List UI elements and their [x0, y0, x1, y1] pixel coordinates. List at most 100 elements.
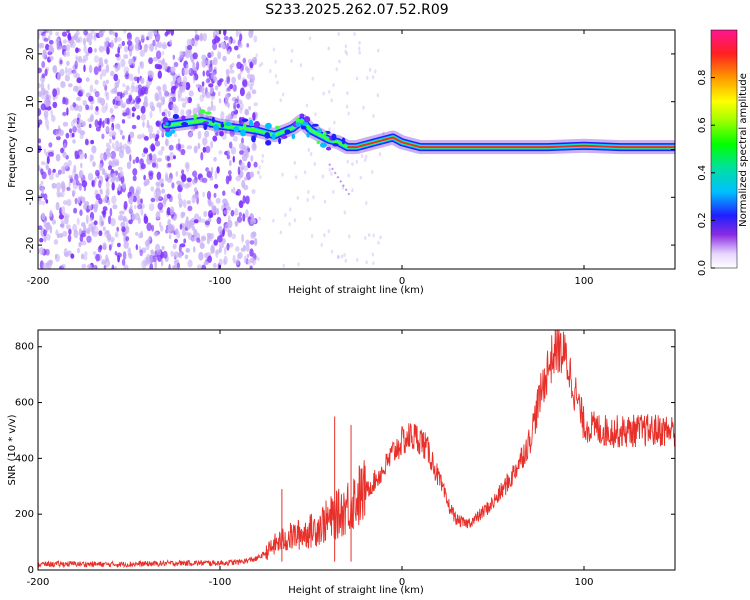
- noise-speckle: [330, 171, 333, 176]
- noise-speckle: [116, 226, 120, 232]
- noise-speckle: [43, 193, 48, 201]
- noise-speckle: [72, 223, 78, 232]
- ridge-blob: [193, 113, 198, 120]
- noise-speckle: [134, 204, 137, 210]
- noise-speckle: [110, 236, 115, 242]
- noise-speckle: [193, 187, 198, 193]
- noise-speckle: [140, 86, 146, 96]
- noise-speckle: [81, 263, 87, 269]
- noise-speckle: [121, 226, 126, 233]
- noise-speckle: [296, 195, 299, 200]
- noise-speckle: [108, 215, 112, 225]
- noise-speckle: [87, 172, 94, 181]
- noise-speckle: [207, 52, 212, 59]
- noise-speckle: [172, 96, 176, 103]
- noise-speckle: [160, 96, 165, 106]
- noise-speckle: [155, 120, 161, 128]
- noise-speckle: [228, 206, 231, 212]
- noise-speckle: [200, 235, 207, 242]
- noise-speckles: [38, 30, 385, 269]
- y-tick-label: 800: [15, 342, 34, 353]
- noise-speckle: [204, 220, 210, 226]
- noise-speckle: [121, 119, 126, 124]
- noise-speckle: [170, 66, 176, 73]
- ridge-core: [347, 136, 675, 149]
- noise-speckle: [38, 195, 42, 202]
- noise-speckle: [203, 210, 208, 218]
- noise-speckle: [86, 37, 90, 43]
- noise-speckle: [229, 69, 235, 74]
- noise-speckle: [48, 259, 53, 266]
- noise-speckle: [106, 46, 110, 55]
- noise-speckle: [77, 90, 83, 97]
- noise-speckle: [125, 236, 130, 242]
- noise-speckle: [239, 102, 244, 111]
- noise-speckle: [195, 83, 201, 88]
- ridge-streak: [328, 163, 352, 198]
- noise-speckle: [112, 172, 117, 181]
- noise-speckle: [152, 39, 156, 47]
- noise-speckle: [143, 147, 148, 153]
- noise-speckle: [114, 265, 118, 269]
- noise-speckle: [206, 171, 213, 178]
- noise-speckle: [78, 241, 82, 248]
- noise-speckle: [201, 264, 207, 269]
- noise-speckle: [190, 217, 196, 226]
- noise-speckle: [173, 155, 176, 160]
- noise-speckle: [98, 45, 104, 53]
- noise-speckle: [166, 177, 173, 183]
- noise-speckle: [337, 254, 340, 259]
- noise-speckle: [55, 130, 61, 138]
- noise-speckle: [167, 110, 171, 118]
- ridge-blob: [233, 126, 240, 133]
- noise-speckle: [43, 49, 48, 55]
- noise-speckle: [146, 153, 150, 162]
- noise-speckle: [181, 211, 186, 216]
- noise-speckle: [132, 175, 137, 182]
- noise-speckle: [328, 127, 331, 132]
- ridge-blob: [198, 109, 206, 115]
- noise-speckle: [378, 152, 382, 157]
- noise-speckle: [59, 68, 65, 77]
- noise-speckle: [225, 175, 230, 185]
- noise-speckle: [251, 231, 257, 238]
- ridge-blob: [271, 133, 276, 141]
- noise-speckle: [235, 30, 239, 38]
- ridge-blob: [278, 137, 282, 145]
- noise-speckle: [114, 64, 119, 73]
- noise-speckle: [78, 185, 82, 190]
- noise-speckle: [134, 36, 140, 45]
- noise-speckle: [253, 161, 258, 168]
- noise-speckle: [101, 210, 107, 215]
- noise-speckle: [197, 142, 201, 150]
- noise-speckle: [71, 190, 77, 195]
- noise-speckle: [79, 133, 84, 140]
- noise-speckle: [99, 190, 103, 195]
- noise-speckle: [123, 66, 130, 75]
- noise-speckle: [165, 139, 170, 147]
- noise-speckle: [109, 116, 115, 122]
- noise-speckle: [40, 180, 44, 185]
- noise-speckle: [109, 138, 112, 144]
- noise-speckle: [105, 180, 110, 189]
- noise-speckle: [141, 152, 146, 158]
- noise-speckle: [75, 55, 78, 62]
- noise-speckle: [137, 232, 144, 239]
- noise-speckle: [140, 163, 146, 170]
- noise-speckle: [102, 120, 105, 128]
- noise-speckle: [193, 228, 198, 238]
- noise-speckle: [195, 125, 198, 130]
- noise-speckle: [310, 234, 314, 238]
- noise-speckle: [41, 73, 46, 79]
- noise-speckle: [111, 195, 117, 205]
- noise-speckle: [364, 236, 367, 240]
- noise-speckle: [140, 34, 145, 40]
- noise-speckle: [112, 157, 118, 165]
- noise-speckle: [274, 73, 278, 78]
- noise-speckle: [179, 224, 183, 230]
- noise-speckle: [345, 104, 349, 109]
- noise-speckle: [236, 103, 240, 109]
- noise-speckle: [121, 182, 126, 189]
- colorbar-gradient: [710, 29, 738, 269]
- noise-speckle: [203, 252, 209, 259]
